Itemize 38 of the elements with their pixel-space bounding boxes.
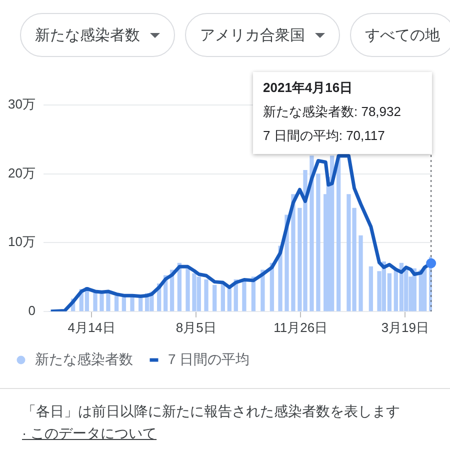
text: · このデータについて bbox=[22, 424, 158, 443]
bar bbox=[242, 280, 246, 312]
bar bbox=[138, 297, 143, 312]
bar bbox=[93, 292, 98, 312]
bar bbox=[422, 268, 427, 312]
bar bbox=[114, 296, 119, 312]
bar bbox=[336, 156, 341, 312]
bar bbox=[358, 235, 363, 312]
x-tick-label: 8月5日 bbox=[176, 320, 216, 335]
annotation: 新たな感染者数: 78,932 bbox=[263, 103, 402, 121]
bar bbox=[227, 288, 232, 312]
bar bbox=[130, 296, 134, 312]
x-tick-label: 4月14日 bbox=[68, 320, 116, 335]
bar bbox=[220, 284, 226, 312]
x-tick-label: 3月19日 bbox=[381, 320, 430, 335]
text: 新たな感染者数 bbox=[35, 26, 140, 44]
bar bbox=[368, 266, 374, 312]
bar bbox=[186, 268, 190, 312]
annotation: 7 日間の平均: 70,117 bbox=[263, 127, 386, 145]
bar bbox=[310, 156, 314, 312]
bar bbox=[291, 194, 296, 312]
bar bbox=[330, 156, 334, 312]
y-tick-label: 30万 bbox=[8, 96, 36, 112]
bar bbox=[204, 279, 208, 312]
text: アメリカ合衆国 bbox=[200, 26, 305, 44]
y-tick-label: 20万 bbox=[8, 165, 36, 180]
bar bbox=[212, 284, 217, 312]
x-tick-label: 11月26日 bbox=[274, 320, 328, 335]
legend-label: 新たな感染者数 bbox=[35, 350, 133, 367]
bar bbox=[316, 173, 320, 312]
bar bbox=[106, 293, 110, 312]
text: すべての地 bbox=[365, 26, 440, 44]
legend-label: 7 日間の平均 bbox=[168, 350, 250, 367]
bar bbox=[260, 270, 265, 312]
text: 2021年4月16日 bbox=[263, 79, 354, 97]
text: 「各日」は前日以降に新たに報告された感染者数を表します bbox=[22, 402, 400, 421]
y-tick-label: 10万 bbox=[8, 234, 36, 250]
y-tick-label: 0 bbox=[28, 302, 36, 318]
